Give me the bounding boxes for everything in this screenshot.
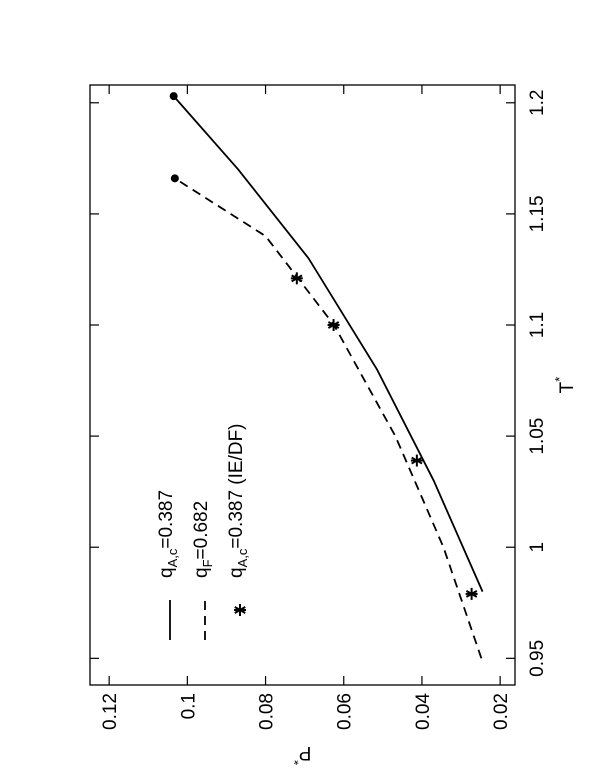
series-line: [172, 95, 484, 593]
series-line: [174, 177, 483, 659]
legend-label-part: q: [226, 567, 247, 578]
end-point: [170, 174, 179, 183]
plot-frame: [89, 84, 516, 686]
legend-label-part: A,c: [165, 548, 180, 567]
x-axis-label-part: T: [557, 381, 578, 393]
x-tick-label: 1.2: [527, 90, 548, 116]
y-tick-label: 0.02: [491, 693, 512, 730]
star-marker: [410, 454, 423, 467]
rotated-plot: 0.95 1 1.05 1.1 1.15 1.2 0.02 0.04 0.06 0.08 0.1 0.…: [89, 84, 578, 768]
x-tick-label: 1.05: [527, 418, 548, 455]
legend-label: qA,c=0.387 (IE/DF): [226, 423, 250, 578]
y-tick-label: 0.1: [178, 693, 199, 719]
legend-label-part: =0.387: [156, 490, 177, 549]
legend-label-part: =0.387 (IE/DF): [226, 423, 247, 548]
star-marker: [327, 319, 340, 331]
y-axis-label-part: P: [299, 742, 312, 763]
y-tick-label: 0.06: [335, 693, 356, 730]
x-axis-label-part: *: [552, 377, 567, 382]
legend-label: qF=0.682: [191, 501, 215, 578]
star-marker: [465, 587, 478, 600]
star-marker: [234, 604, 246, 616]
legend-label-part: q: [156, 567, 177, 578]
y-axis-label-part: *: [294, 753, 299, 768]
legend-label-part: =0.682: [191, 501, 212, 560]
legend-label-part: A,c: [235, 548, 250, 567]
legend-label-part: q: [191, 567, 212, 578]
x-axis-label: T*: [552, 377, 578, 394]
x-tick-label: 1: [527, 542, 548, 553]
x-tick-label: 1.15: [527, 195, 548, 232]
end-point: [169, 92, 178, 101]
x-tick-label: 0.95: [527, 640, 548, 677]
y-tick-label: 0.12: [100, 693, 121, 730]
y-tick-label: 0.08: [257, 693, 278, 730]
y-tick-label: 0.04: [413, 693, 434, 730]
legend-label: qA,c=0.387: [156, 490, 180, 578]
legend-label-part: F: [200, 559, 215, 567]
x-tick-label: 1.1: [527, 312, 548, 338]
star-marker: [290, 272, 303, 285]
y-axis-label: P*: [294, 742, 312, 768]
